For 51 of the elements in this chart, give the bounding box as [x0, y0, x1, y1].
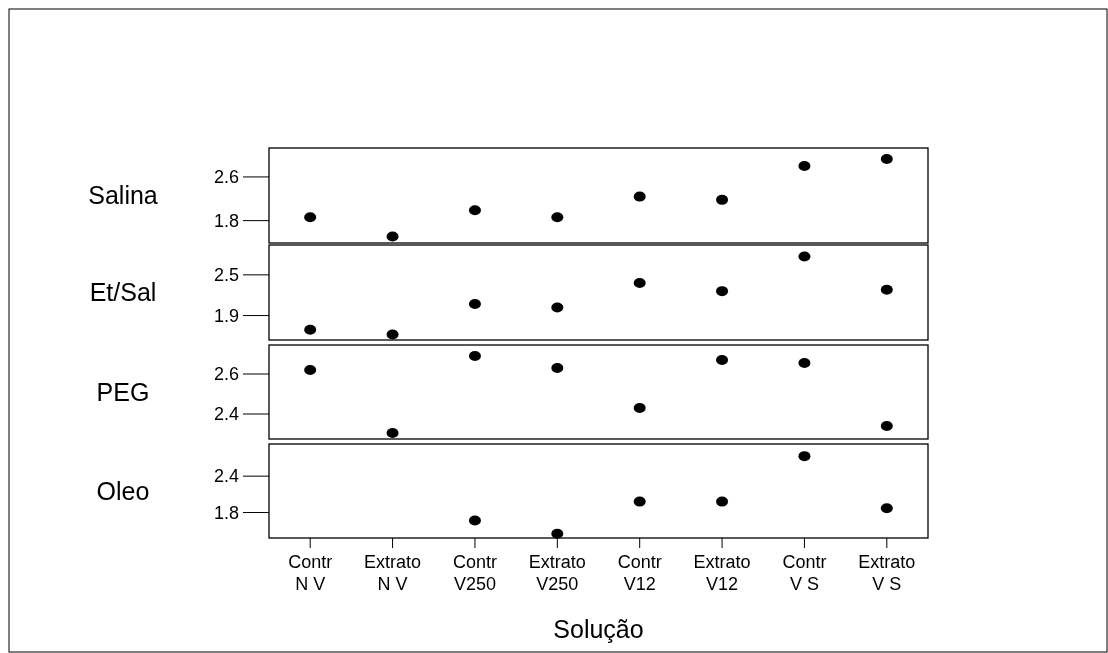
point — [880, 153, 893, 164]
x-tick-label: Extrato V12 — [693, 552, 751, 594]
point — [798, 358, 811, 368]
point — [716, 286, 729, 297]
y-tick-label: 2.5 — [213, 265, 239, 286]
point — [386, 329, 399, 340]
x-tick-label: Contr V S — [782, 552, 827, 594]
point — [386, 428, 399, 438]
point — [633, 191, 646, 202]
point — [468, 515, 481, 526]
point — [468, 351, 481, 361]
x-tick-label: Contr N V — [288, 552, 333, 594]
point — [633, 496, 646, 507]
y-tick-label: 1.8 — [213, 502, 239, 523]
point — [716, 496, 729, 507]
y-tick-label: 2.6 — [213, 167, 239, 188]
point — [798, 451, 811, 462]
point — [468, 205, 481, 216]
x-tick-label: Extrato V S — [858, 552, 916, 594]
point — [798, 161, 811, 172]
point — [468, 299, 481, 310]
point — [716, 194, 729, 205]
y-axis-title: PEG — [96, 377, 150, 406]
point — [633, 278, 646, 288]
x-tick-label: Extrato N V — [364, 552, 422, 594]
x-tick-label: Contr V12 — [617, 552, 662, 594]
point — [798, 251, 811, 262]
y-tick-label: 1.9 — [213, 305, 239, 326]
y-tick-label: 1.8 — [213, 210, 239, 231]
x-tick-label: Contr V250 — [452, 552, 497, 594]
point — [386, 231, 399, 242]
point — [880, 421, 893, 431]
x-axis-title: Solução — [553, 615, 644, 643]
point — [304, 212, 317, 223]
y-tick-label: 2.4 — [213, 466, 239, 487]
point — [633, 403, 646, 413]
point — [304, 365, 317, 375]
point — [551, 363, 564, 373]
y-axis-title: Salina — [88, 181, 158, 210]
y-tick-label: 2.6 — [213, 364, 239, 385]
point — [551, 528, 564, 539]
point — [880, 284, 893, 295]
point — [551, 212, 564, 223]
x-tick-label: Extrato V250 — [528, 552, 586, 594]
y-tick-label: 2.4 — [213, 404, 239, 425]
point — [551, 302, 564, 313]
point — [716, 355, 729, 365]
point — [880, 503, 893, 514]
y-axis-title: Oleo — [96, 476, 150, 505]
y-axis-title: Et/Sal — [89, 278, 157, 307]
point — [304, 324, 317, 335]
